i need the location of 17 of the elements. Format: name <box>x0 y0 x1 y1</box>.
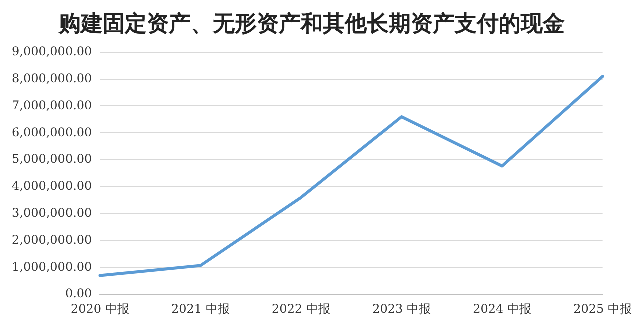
x-tick-label: 2021 中报 <box>172 302 230 316</box>
y-tick-label: 9,000,000.00 <box>12 44 92 59</box>
y-tick-label: 2,000,000.00 <box>12 232 92 247</box>
y-tick-label: 0.00 <box>65 286 92 301</box>
y-tick-label: 5,000,000.00 <box>12 152 92 166</box>
chart-title: 购建固定资产、无形资产和其他长期资产支付的现金 <box>58 10 565 37</box>
y-tick-label: 8,000,000.00 <box>12 71 92 86</box>
x-tick-label: 2023 中报 <box>372 302 431 316</box>
y-tick-label: 1,000,000.00 <box>12 260 92 274</box>
y-tick-label: 4,000,000.00 <box>12 179 92 194</box>
x-tick-label: 2025 中报 <box>574 302 632 316</box>
x-tick-label: 2022 中报 <box>272 302 330 316</box>
x-tick-label: 2020 中报 <box>70 302 130 316</box>
y-tick-label: 3,000,000.00 <box>12 206 92 220</box>
y-tick-label: 7,000,000.00 <box>12 98 92 112</box>
x-tick-label: 2024 中报 <box>473 302 532 316</box>
y-tick-label: 6,000,000.00 <box>12 125 92 140</box>
